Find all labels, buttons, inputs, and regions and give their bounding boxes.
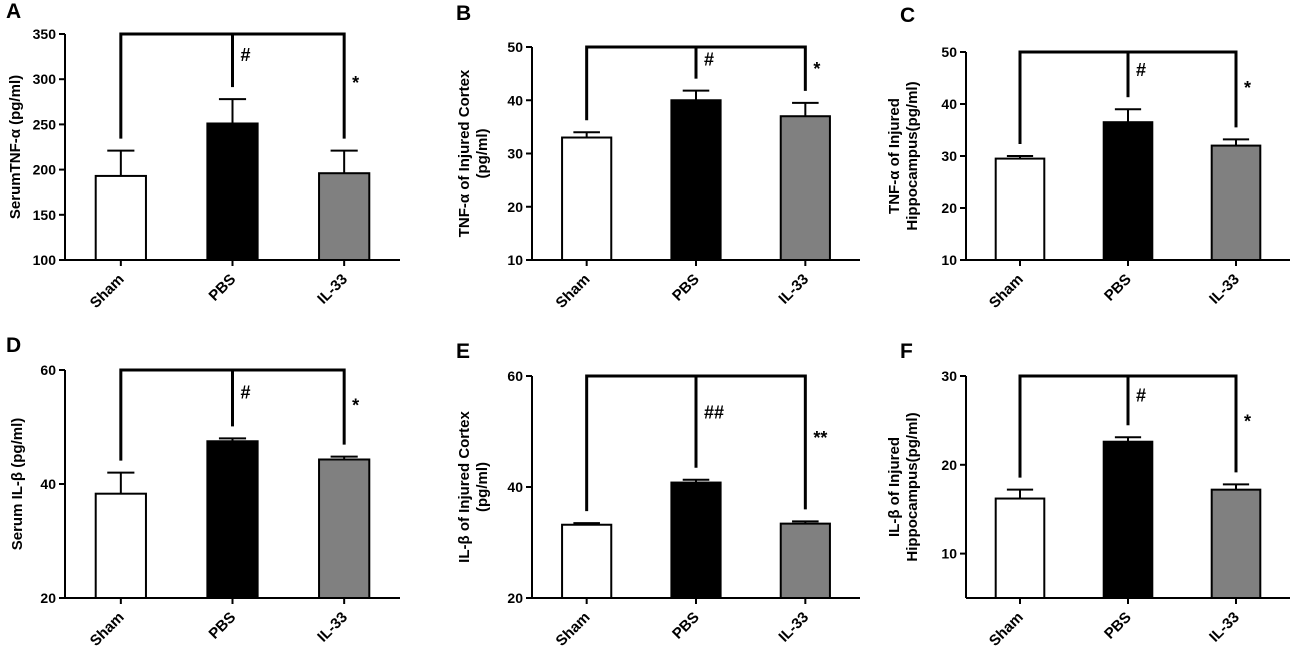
category-label-pbs: PBS [205, 271, 239, 305]
significance-mark-il33: * [352, 73, 359, 93]
y-tick-label: 30 [941, 368, 957, 384]
y-axis-label: IL-β of Injured Cortex [456, 411, 473, 563]
bar-sham [994, 157, 1046, 262]
y-tick-label: 20 [507, 590, 523, 606]
bar-sham [994, 497, 1046, 600]
category-label-sham: Sham [553, 609, 594, 650]
category-label-sham: Sham [553, 271, 594, 312]
y-tick-label: 20 [40, 590, 56, 606]
category-label-il33: IL-33 [314, 271, 351, 308]
bar-il33 [1210, 144, 1262, 262]
y-tick-label: 40 [40, 476, 56, 492]
significance-mark-pbs: # [1136, 386, 1146, 406]
panel-letter: D [6, 334, 21, 357]
y-axis-label: Hippocampus(pg/ml) [904, 81, 921, 230]
panel-letter: F [900, 340, 913, 363]
category-label-pbs: PBS [669, 271, 703, 305]
bar-sham [561, 136, 613, 261]
panel-letter: B [456, 2, 471, 25]
significance-mark-pbs: ## [704, 403, 724, 423]
y-axis-label: (pg/ml) [474, 462, 491, 512]
y-tick-label: 300 [33, 71, 57, 87]
y-tick-label: 60 [507, 368, 523, 384]
y-tick-label: 10 [507, 252, 523, 268]
bar-il33 [779, 522, 831, 600]
y-tick-label: 40 [507, 479, 523, 495]
y-axis-label: Hippocampus(pg/ml) [904, 412, 921, 561]
bar-il33 [318, 172, 371, 261]
chart-panel-a: A 100 150 200 250 300 350 SerumTNF-α (pg/ml) Sha… [6, 0, 400, 312]
bar-sham [561, 523, 613, 599]
significance-mark-pbs: # [241, 383, 251, 403]
y-tick-label: 40 [941, 96, 957, 112]
y-tick-label: 50 [507, 39, 523, 55]
category-label-sham: Sham [87, 609, 128, 650]
chart-panel-e: E 20 40 60 IL-β of Injured Cortex (pg/ml) Sham… [456, 340, 860, 650]
y-axis-label: (pg/ml) [474, 129, 491, 179]
y-tick-label: 40 [507, 92, 523, 108]
significance-mark-pbs: # [1136, 60, 1146, 80]
category-label-sham: Sham [87, 271, 128, 312]
y-tick-label: 20 [507, 199, 523, 215]
category-label-pbs: PBS [205, 609, 239, 643]
y-axis-label: Serum IL-β (pg/ml) [9, 418, 26, 551]
panel-letter: A [6, 0, 21, 23]
category-label-pbs: PBS [669, 609, 703, 643]
bar-pbs [670, 99, 722, 261]
y-axis-label: SerumTNF-α (pg/ml) [7, 75, 24, 219]
category-label-il33: IL-33 [1206, 609, 1243, 646]
significance-mark-il33: * [352, 396, 359, 416]
bar-il33 [1210, 488, 1262, 599]
y-tick-label: 150 [33, 207, 57, 223]
chart-panel-d: D 20 40 60 Serum IL-β (pg/ml) Sham PBS IL-33 # * [6, 334, 400, 650]
panel-letter: E [456, 340, 470, 363]
y-tick-label: 20 [941, 200, 957, 216]
significance-mark-pbs: # [704, 50, 714, 70]
y-tick-label: 10 [941, 252, 957, 268]
chart-panel-c: C 10 20 30 40 50 TNF-α of Injured Hippocampus(p… [886, 4, 1290, 312]
y-tick-label: 60 [40, 362, 56, 378]
category-label-pbs: PBS [1101, 609, 1135, 643]
significance-mark-il33: * [1244, 78, 1251, 98]
panel-letter: C [900, 4, 915, 27]
bar-il33 [318, 458, 371, 599]
significance-mark-il33: * [813, 59, 820, 79]
y-tick-label: 20 [941, 457, 957, 473]
y-tick-label: 30 [507, 146, 523, 162]
y-tick-label: 50 [941, 44, 957, 60]
y-axis-label: TNF-α of Injured Cortex [456, 69, 473, 237]
category-label-il33: IL-33 [775, 271, 812, 308]
category-label-il33: IL-33 [314, 609, 351, 646]
category-label-sham: Sham [986, 271, 1027, 312]
category-label-il33: IL-33 [775, 609, 812, 646]
chart-panel-f: F 10 20 30 IL-β of Injured Hippocampus(pg/ml)… [886, 340, 1290, 650]
bar-pbs [1102, 440, 1154, 599]
bar-pbs [670, 481, 722, 599]
significance-mark-pbs: # [241, 45, 251, 65]
bar-sham [94, 174, 147, 261]
bar-pbs [206, 122, 259, 261]
category-label-pbs: PBS [1101, 271, 1135, 305]
bar-pbs [206, 440, 259, 599]
category-label-sham: Sham [986, 609, 1027, 650]
y-axis-label: TNF-α of Injured [886, 98, 903, 214]
y-axis-label: IL-β of Injured [886, 437, 903, 537]
y-tick-label: 250 [33, 116, 57, 132]
y-tick-label: 10 [941, 546, 957, 562]
y-tick-label: 200 [33, 162, 57, 178]
category-label-il33: IL-33 [1206, 271, 1243, 308]
y-tick-label: 350 [33, 26, 57, 42]
bar-pbs [1102, 121, 1154, 261]
significance-mark-il33: ** [813, 428, 827, 448]
bar-il33 [779, 115, 831, 261]
y-tick-label: 100 [33, 252, 57, 268]
bar-sham [94, 492, 147, 599]
significance-mark-il33: * [1244, 411, 1251, 431]
chart-panel-b: B 10 20 30 40 50 TNF-α of Injured Cortex (pg/ml… [456, 2, 860, 312]
y-tick-label: 30 [941, 148, 957, 164]
